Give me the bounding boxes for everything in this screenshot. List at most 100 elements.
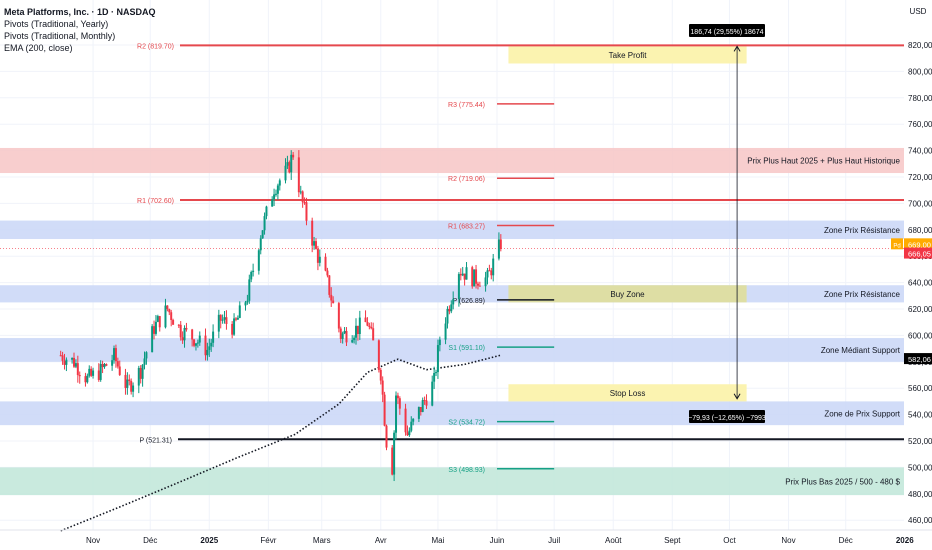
candle-body bbox=[318, 256, 321, 263]
candle-body bbox=[263, 216, 266, 231]
zone-label: Zone Prix Résistance bbox=[824, 290, 901, 299]
pivot-yearly-label: R1 (702.60) bbox=[137, 198, 174, 205]
candle-body bbox=[124, 374, 127, 388]
candles bbox=[59, 150, 502, 482]
candle-body bbox=[177, 324, 180, 326]
candle-body bbox=[259, 238, 262, 251]
price-tick-label: 800,00 bbox=[908, 67, 932, 76]
pivot-monthly-label: R1 (683.27) bbox=[448, 223, 485, 230]
candle-body bbox=[461, 273, 464, 276]
candle-body bbox=[257, 250, 260, 271]
candle-body bbox=[471, 267, 474, 287]
indicator-pivots-monthly[interactable]: Pivots (Traditional, Monthly) bbox=[4, 31, 116, 41]
candle-body bbox=[179, 324, 182, 338]
pivot-monthly-label: R2 (719.06) bbox=[448, 176, 485, 183]
candle-body bbox=[193, 339, 196, 346]
price-tick-label: 500,00 bbox=[908, 463, 932, 472]
candle-body bbox=[316, 248, 319, 263]
candle-body bbox=[404, 408, 407, 433]
candle-body bbox=[164, 305, 167, 328]
trade-box bbox=[508, 46, 747, 64]
candle-body bbox=[290, 154, 293, 173]
candle-body bbox=[301, 191, 304, 203]
candle-body bbox=[126, 379, 129, 388]
candle-body bbox=[410, 421, 413, 431]
candle-body bbox=[156, 316, 159, 322]
price-tick-label: 540,00 bbox=[908, 411, 932, 420]
candle-body bbox=[421, 400, 424, 412]
last-price-tag bbox=[904, 247, 932, 259]
candle-body bbox=[332, 300, 335, 304]
candle-body bbox=[212, 331, 215, 343]
candle-body bbox=[417, 407, 420, 419]
chart-grid bbox=[0, 0, 906, 530]
zone-label: Zone Médiant Support bbox=[821, 346, 901, 355]
candle-body bbox=[465, 267, 468, 280]
indicator-ema[interactable]: EMA (200, close) bbox=[4, 43, 73, 53]
candle-body bbox=[168, 309, 171, 313]
symbol-title[interactable]: Meta Platforms, Inc. · 1D · NASDAQ bbox=[4, 7, 156, 17]
candle-body bbox=[84, 376, 87, 383]
time-tick-label: Nov bbox=[86, 536, 100, 545]
candle-body bbox=[225, 317, 228, 324]
candle-body bbox=[208, 346, 211, 350]
candle-body bbox=[368, 325, 371, 327]
zone-band bbox=[0, 401, 904, 426]
candle-body bbox=[395, 395, 398, 433]
zone-bands: Prix Plus Haut 2025 + Plus Haut Historiq… bbox=[0, 46, 904, 496]
candle-body bbox=[297, 157, 300, 193]
candle-body bbox=[101, 363, 104, 368]
candle-body bbox=[377, 340, 380, 370]
candle-body bbox=[381, 380, 384, 395]
time-tick-label: Sept bbox=[664, 536, 681, 545]
price-tick-label: 460,00 bbox=[908, 516, 932, 525]
candle-body bbox=[341, 333, 344, 339]
time-tick-label: Oct bbox=[723, 536, 736, 545]
candle-body bbox=[73, 357, 76, 367]
candle-body bbox=[118, 366, 121, 375]
candle-body bbox=[492, 258, 495, 276]
candle-body bbox=[372, 328, 375, 341]
candle-body bbox=[223, 317, 226, 320]
indicator-pivots-yearly[interactable]: Pivots (Traditional, Yearly) bbox=[4, 19, 109, 29]
time-axis[interactable]: Nov Déc 2025 Févr Mars Avr Mai Juin Juil Août Sept… bbox=[0, 529, 932, 545]
candle-body bbox=[265, 206, 268, 217]
zone-label: Zone de Prix Support bbox=[824, 409, 900, 418]
candle-body bbox=[473, 269, 476, 287]
candle-body bbox=[76, 363, 79, 376]
candle-body bbox=[450, 304, 453, 312]
candle-body bbox=[172, 320, 175, 325]
pivot-monthly-label: R3 (775.44) bbox=[448, 102, 485, 109]
ask-price-tag bbox=[904, 238, 932, 250]
pivot-yearly-label: P (521.31) bbox=[139, 437, 172, 444]
price-tick-label: 560,00 bbox=[908, 384, 932, 393]
candle-body bbox=[153, 326, 156, 334]
price-tick-label: 680,00 bbox=[908, 226, 932, 235]
candle-body bbox=[137, 367, 140, 386]
candle-body bbox=[288, 162, 291, 173]
price-tick-label: 700,00 bbox=[908, 199, 932, 208]
candle-body bbox=[383, 394, 386, 426]
candle-body bbox=[488, 270, 491, 272]
candle-body bbox=[113, 348, 116, 361]
candle-body bbox=[286, 162, 289, 166]
candle-body bbox=[234, 318, 237, 320]
candle-body bbox=[398, 398, 401, 409]
candle-body bbox=[143, 358, 146, 365]
candle-body bbox=[459, 274, 462, 276]
price-tick-label: 520,00 bbox=[908, 437, 932, 446]
pivot-monthly-label: S1 (591.10) bbox=[448, 345, 485, 352]
candle-body bbox=[219, 314, 222, 321]
candle-body bbox=[97, 370, 100, 380]
candle-body bbox=[314, 241, 317, 249]
candle-body bbox=[391, 447, 394, 475]
time-tick-label: Nov bbox=[781, 536, 795, 545]
candle-body bbox=[324, 256, 327, 271]
candle-body bbox=[423, 400, 426, 402]
candle-body bbox=[339, 328, 342, 339]
measurement-tool[interactable]: 186,74 (29,55%) 18674 −79,93 (−12,65%) −7… bbox=[688, 24, 766, 423]
ask-tag-box bbox=[891, 238, 903, 250]
price-axis[interactable]: USD 460,00 480,00 500,00 520,00 540,00 560,00 5… bbox=[891, 0, 932, 550]
candle-body bbox=[330, 294, 333, 301]
